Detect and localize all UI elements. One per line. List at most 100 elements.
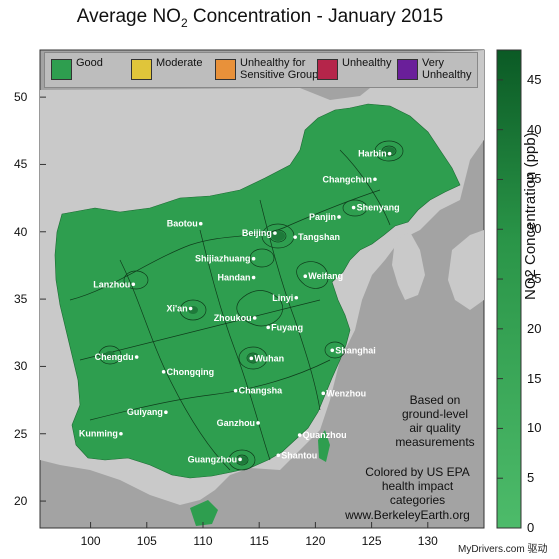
colorbar-tick-marks xyxy=(497,79,503,529)
y-tick-label: 40 xyxy=(14,224,28,239)
colorbar-title: NO2 Concentration (ppb) xyxy=(522,132,539,300)
hainan-land xyxy=(190,500,218,526)
city-label: Xi'an xyxy=(166,304,187,314)
city-label: Shijiazhuang xyxy=(195,254,251,264)
city-label: Zhoukou xyxy=(214,313,252,323)
city-label: Tangshan xyxy=(298,232,340,242)
city-label: Changchun xyxy=(322,174,372,184)
legend-label: Unhealthy xyxy=(342,57,392,69)
taiwan-land xyxy=(318,430,330,462)
annotation-colored-by: Colored by US EPA health impact categori… xyxy=(365,465,470,507)
colorbar-tick-label: 15 xyxy=(527,370,542,386)
city-marker xyxy=(266,325,270,330)
city-marker xyxy=(238,457,242,462)
city-label: Beijing xyxy=(242,228,272,238)
city-label: Panjin xyxy=(309,212,336,222)
colorbar-tick-label: 5 xyxy=(527,470,535,486)
city-label: Guiyang xyxy=(127,407,163,417)
legend-item-very-unhealthy: Very Unhealthy xyxy=(397,57,472,81)
city-label: Kunming xyxy=(79,429,118,439)
city-label: Weifang xyxy=(308,271,343,281)
city-marker xyxy=(134,355,139,359)
japan-land xyxy=(448,230,484,310)
city-marker xyxy=(330,348,335,353)
colorbar-tick-label: 25 xyxy=(527,271,542,287)
city-marker xyxy=(249,356,254,361)
legend-item-sensitive: Unhealthy for Sensitive Groups xyxy=(215,57,324,81)
city-label: Wenzhou xyxy=(326,388,366,398)
city-label: Guangzhou xyxy=(188,454,238,464)
x-tick-label: 125 xyxy=(361,534,382,548)
city-marker xyxy=(387,151,392,156)
city-marker xyxy=(297,433,302,437)
city-marker xyxy=(252,316,257,320)
city-marker xyxy=(293,235,297,239)
legend-swatch xyxy=(131,59,152,80)
annotation-based-on: Based on ground-level air quality measur… xyxy=(395,393,475,449)
city-marker xyxy=(251,256,256,261)
city-marker xyxy=(164,410,168,415)
city-label: Shantou xyxy=(281,450,317,460)
legend-label: Very Unhealthy xyxy=(422,57,472,81)
x-tick-label: 115 xyxy=(249,534,269,548)
colorbar-tick-label: 35 xyxy=(527,171,542,187)
legend-swatch xyxy=(317,59,338,80)
korea-land xyxy=(392,232,425,300)
city-marker xyxy=(337,215,341,219)
city-marker xyxy=(198,221,203,226)
legend-label: Moderate xyxy=(156,57,203,69)
x-tick-label: 120 xyxy=(305,534,326,548)
city-label: Handan xyxy=(218,273,251,283)
city-label: Chongqing xyxy=(167,367,214,377)
city-marker xyxy=(321,391,326,396)
city-marker xyxy=(273,231,277,235)
city-marker xyxy=(119,431,123,436)
colorbar-tick-label: 0 xyxy=(527,520,535,535)
legend-swatch xyxy=(51,59,72,80)
city-marker xyxy=(256,421,260,425)
y-tick-label: 25 xyxy=(14,426,28,441)
colorbar-tick-label: 30 xyxy=(527,221,542,237)
city-label: Harbin xyxy=(358,149,387,159)
city-label: Linyi xyxy=(272,293,293,303)
legend-item-good: Good xyxy=(51,57,103,80)
legend: Good Moderate Unhealthy for Sensitive Gr… xyxy=(44,52,478,88)
colorbar-tick-label: 45 xyxy=(527,71,542,87)
y-tick-label: 45 xyxy=(14,157,28,172)
legend-label: Good xyxy=(76,57,103,69)
legend-swatch xyxy=(397,59,418,80)
colorbar-tick-label: 10 xyxy=(527,420,542,436)
contour-lines xyxy=(69,140,404,471)
city-marker xyxy=(161,370,166,374)
city-marker xyxy=(251,275,256,280)
city-label: Quanzhou xyxy=(303,430,347,440)
city-label: Ganzhou xyxy=(217,418,256,428)
legend-item-unhealthy: Unhealthy xyxy=(317,57,392,80)
y-tick-label: 20 xyxy=(14,494,28,509)
legend-swatch xyxy=(215,59,236,80)
city-marker xyxy=(351,205,356,210)
watermark: MyDrivers.com 驱动 xyxy=(458,544,548,555)
x-tick-label: 105 xyxy=(136,534,157,548)
city-label: Lanzhou xyxy=(93,279,130,289)
city-marker xyxy=(131,282,136,287)
city-marker xyxy=(276,453,281,458)
colorbar-tick-label: 40 xyxy=(527,121,542,137)
x-tick-label: 100 xyxy=(80,534,101,548)
city-label: Shanghai xyxy=(335,345,376,355)
x-tick-label: 110 xyxy=(193,534,213,548)
colorbar-tick-label: 20 xyxy=(527,320,542,336)
city-label: Changsha xyxy=(239,386,284,396)
city-marker xyxy=(373,177,377,182)
city-marker xyxy=(294,295,299,300)
city-label: Wuhan xyxy=(254,353,284,363)
axis-tick-marks xyxy=(40,96,429,528)
city-marker xyxy=(233,388,238,393)
colorbar xyxy=(496,49,522,529)
x-tick-label: 130 xyxy=(417,534,438,548)
map-title: Average NO2 Concentration - January 2015 xyxy=(76,6,444,30)
y-tick-label: 30 xyxy=(14,359,28,374)
city-label: Fuyang xyxy=(271,322,303,332)
city-label: Shenyang xyxy=(357,203,400,213)
